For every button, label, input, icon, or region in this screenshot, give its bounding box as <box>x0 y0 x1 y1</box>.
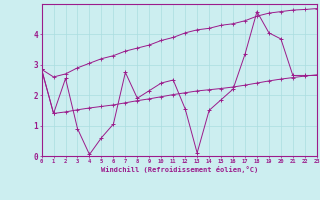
X-axis label: Windchill (Refroidissement éolien,°C): Windchill (Refroidissement éolien,°C) <box>100 166 258 173</box>
